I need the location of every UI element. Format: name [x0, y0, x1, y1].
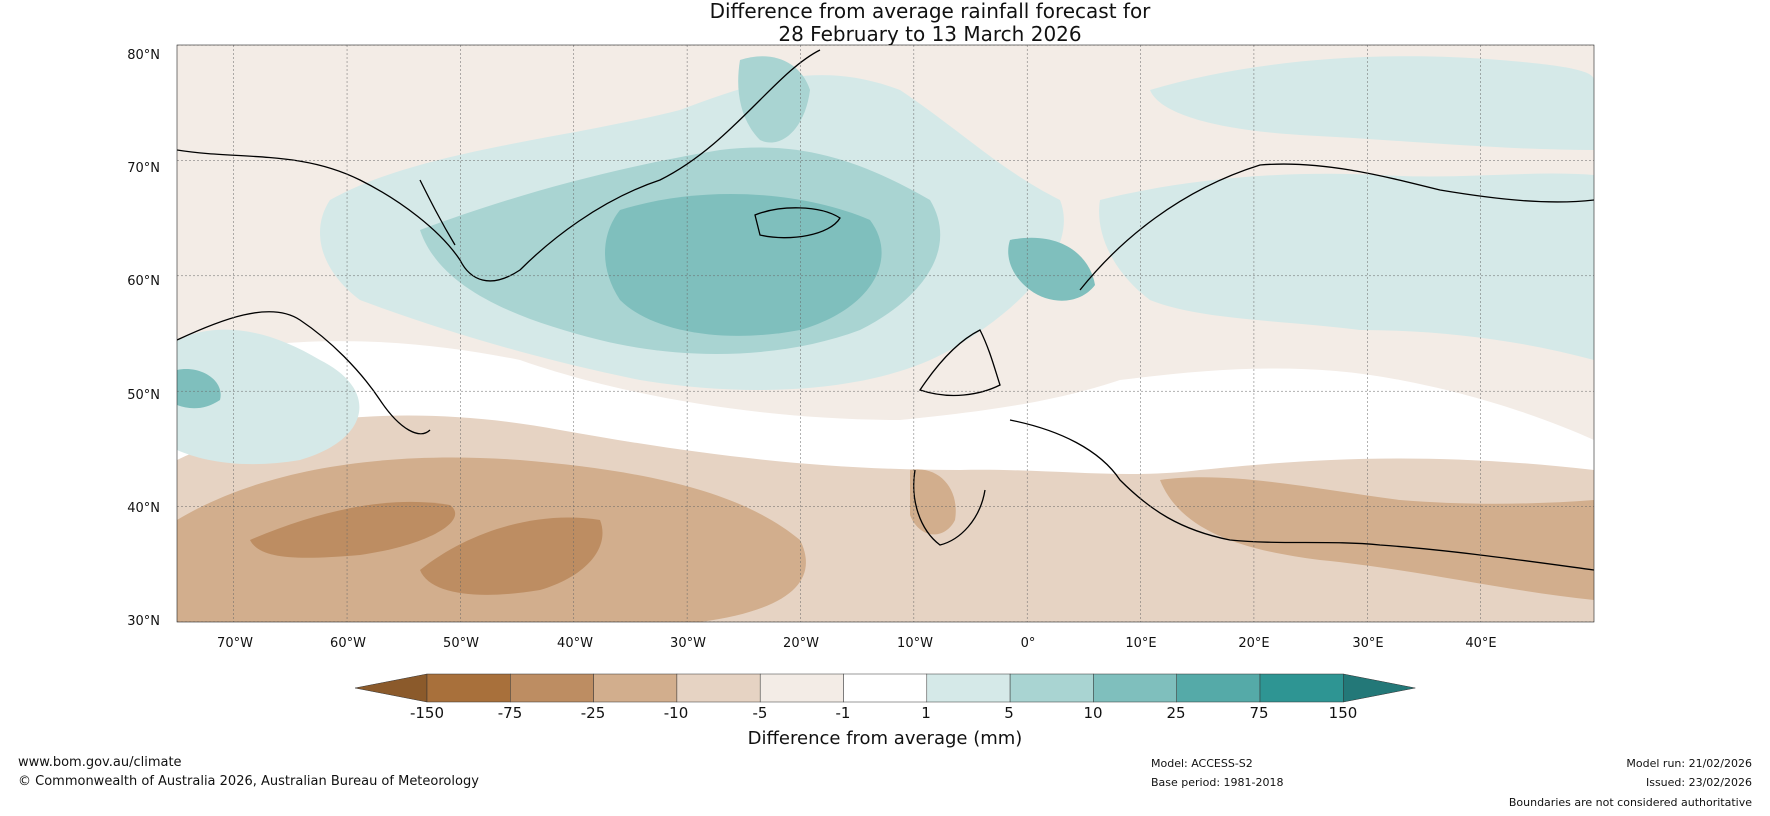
colorbar-segment — [1093, 673, 1177, 703]
lon-label-50w: 50°W — [443, 636, 479, 651]
cb-tick-11: 75 — [1249, 704, 1269, 722]
zone-wet-norway — [1008, 237, 1095, 301]
lat-label-50n: 50°N — [127, 388, 160, 403]
iceland-coast — [754, 207, 841, 239]
model-name: Model: ACCESS-S2 — [1151, 757, 1253, 770]
cb-tick-4: -10 — [663, 704, 689, 722]
issued-date: Issued: 23/02/2026 — [1645, 776, 1752, 789]
cb-tick-10: 25 — [1166, 704, 1186, 722]
map-title: Difference from average rainfall forecas… — [0, 0, 1770, 46]
lon-label-0: 0° — [1020, 636, 1036, 651]
colorbar-segment — [1176, 673, 1261, 703]
cb-tick-2: -75 — [497, 704, 523, 722]
colorbar-arrow-low — [354, 673, 428, 703]
greenland-west-fjords — [419, 179, 456, 246]
zone-dry-mediterranean — [1160, 477, 1594, 600]
lat-label-60n: 60°N — [127, 274, 160, 289]
lat-label-40n: 40°N — [127, 501, 160, 516]
cb-tick-12: 150 — [1328, 704, 1358, 722]
zone-wet-arctic — [1150, 56, 1594, 150]
title-line-2: 28 February to 13 March 2026 — [778, 22, 1082, 46]
map-frame — [176, 44, 1595, 623]
cb-tick-7: 1 — [921, 704, 931, 722]
website-link[interactable]: www.bom.gov.au/climate — [18, 755, 182, 770]
colorbar-label: Difference from average (mm) — [747, 728, 1023, 749]
lon-label-30e: 30°E — [1352, 636, 1384, 651]
colorbar-segment — [759, 673, 844, 703]
british-isles-coast — [918, 329, 1001, 397]
lon-label-70w: 70°W — [217, 636, 253, 651]
colorbar-segment — [843, 673, 928, 703]
base-period: Base period: 1981-2018 — [1151, 776, 1284, 789]
colorbar-segment — [1009, 673, 1094, 703]
scandinavia-coast — [1079, 163, 1594, 291]
lon-label-10e: 10°E — [1125, 636, 1157, 651]
lon-label-20w: 20°W — [783, 636, 819, 651]
lon-label-30w: 30°W — [670, 636, 706, 651]
coastlines — [177, 49, 1594, 571]
colorbar-segment — [510, 673, 594, 703]
colorbar-segment — [593, 673, 678, 703]
boundaries-disclaimer: Boundaries are not considered authoritat… — [1508, 796, 1752, 809]
cb-tick-6: -1 — [835, 704, 851, 722]
lon-label-60w: 60°W — [330, 636, 366, 651]
title-line-1: Difference from average rainfall forecas… — [709, 0, 1151, 23]
colorbar — [354, 673, 1416, 703]
zone-wet-greenland-east — [738, 56, 810, 143]
lat-label-80n: 80°N — [127, 48, 160, 63]
model-run-date: Model run: 21/02/2026 — [1626, 757, 1752, 770]
cb-tick-5: -5 — [752, 704, 768, 722]
lat-label-70n: 70°N — [127, 161, 160, 176]
zone-dry-strong-2 — [420, 517, 603, 595]
colorbar-segment — [426, 673, 511, 703]
lon-label-10w: 10°W — [897, 636, 933, 651]
lat-label-30n: 30°N — [127, 614, 160, 629]
zone-dry-iberia — [910, 469, 956, 535]
lon-label-40w: 40°W — [557, 636, 593, 651]
cb-tick-1: -150 — [409, 704, 445, 722]
greenland-coast — [177, 49, 821, 282]
cb-tick-8: 5 — [1004, 704, 1014, 722]
zone-wet-canada-strong — [177, 369, 221, 409]
cb-tick-9: 10 — [1083, 704, 1103, 722]
colorbar-segment — [926, 673, 1011, 703]
map-field — [177, 45, 1594, 622]
labrador-coast — [177, 311, 431, 435]
colorbar-arrow-high — [1343, 673, 1416, 703]
iberia-coast — [913, 469, 986, 546]
zone-wet-canada — [177, 329, 360, 465]
zone-wet-strong — [605, 193, 882, 336]
colorbar-segment — [1259, 673, 1344, 703]
colorbar-segment — [676, 673, 761, 703]
lon-label-40e: 40°E — [1465, 636, 1497, 651]
lon-label-20e: 20°E — [1238, 636, 1270, 651]
copyright-text: © Commonwealth of Australia 2026, Austra… — [18, 774, 479, 789]
cb-tick-3: -25 — [580, 704, 606, 722]
zone-dry-strong-1 — [250, 501, 456, 558]
zone-wet-scandinavia — [1099, 173, 1594, 360]
graticule — [177, 45, 1594, 622]
europe-mediterranean-coast — [1009, 419, 1594, 571]
